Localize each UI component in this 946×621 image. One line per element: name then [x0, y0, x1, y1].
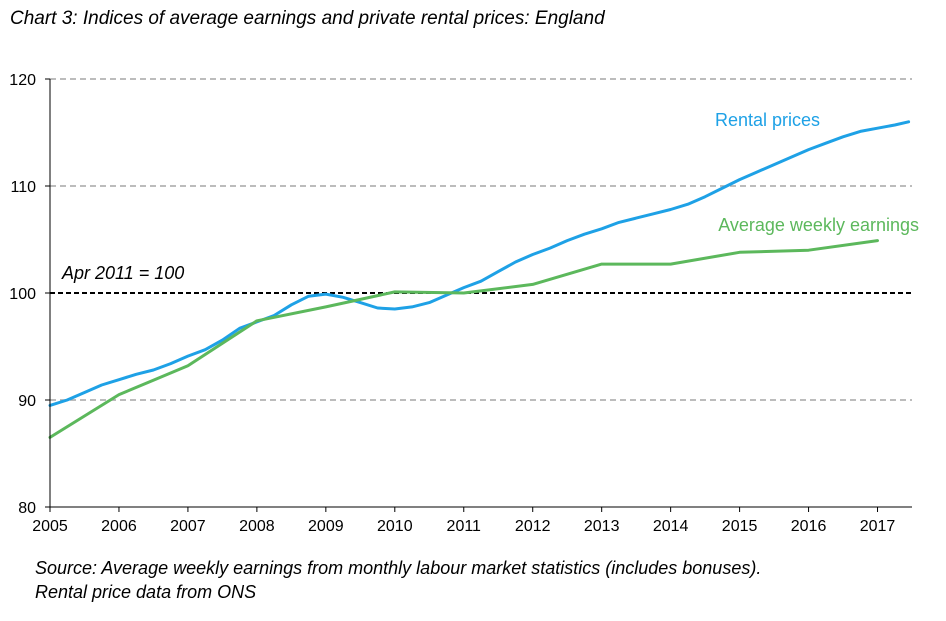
grid-lines: [50, 78, 912, 401]
series-layer: [48, 120, 911, 439]
reference-line-label: Apr 2011 = 100: [61, 263, 184, 283]
y-tick-label: 100: [9, 286, 36, 303]
x-tick-label: 2016: [791, 518, 827, 535]
source-line-2: Rental price data from ONS: [35, 582, 257, 602]
x-tick-label: 2013: [584, 518, 620, 535]
x-tick-label: 2017: [860, 518, 896, 535]
source-line-1: Source: Average weekly earnings from mon…: [35, 558, 762, 578]
x-tick-label: 2014: [653, 518, 689, 535]
x-tick-label: 2015: [722, 518, 758, 535]
rental-prices-label: Rental prices: [715, 110, 820, 130]
x-tick-label: 2005: [32, 518, 68, 535]
chart-title: Chart 3: Indices of average earnings and…: [10, 8, 605, 29]
y-tick-label: 110: [10, 179, 36, 196]
average-weekly-earnings-line: [48, 239, 879, 439]
x-tick-label: 2009: [308, 518, 344, 535]
x-tick-label: 2008: [239, 518, 275, 535]
y-tick-label: 80: [18, 500, 36, 517]
y-tick-label: 120: [9, 72, 36, 89]
axes: 80 90 100 110 120 2005 2006 2007 2008 2009 2010 201…: [9, 72, 912, 535]
rental-prices-line: [48, 120, 911, 407]
x-tick-label: 2006: [101, 518, 137, 535]
source-note: Source: Average weekly earnings from mon…: [35, 556, 761, 604]
x-tick-label: 2010: [377, 518, 413, 535]
x-tick-label: 2007: [170, 518, 206, 535]
x-tick-label: 2011: [447, 518, 482, 535]
average-weekly-earnings-label: Average weekly earnings: [718, 215, 919, 235]
labels: Apr 2011 = 100 Rental prices Average weekl…: [61, 110, 919, 283]
y-tick-label: 90: [18, 393, 36, 410]
x-tick-label: 2012: [515, 518, 551, 535]
